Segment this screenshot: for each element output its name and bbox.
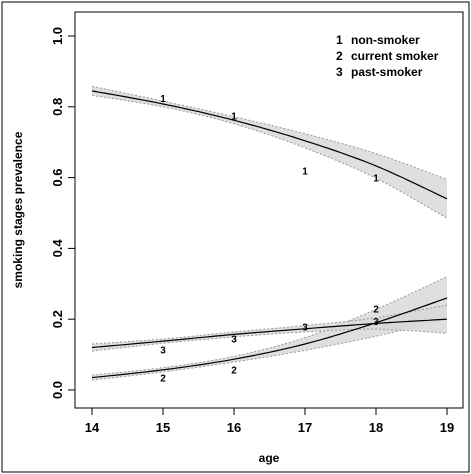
legend-label-3: past-smoker: [351, 65, 423, 79]
x-tick-label: 19: [440, 420, 454, 435]
band-lower-3: [91, 328, 448, 352]
y-tick-label: 0.8: [50, 98, 65, 116]
data-point-2: 2: [373, 305, 379, 316]
band-lower-2: [91, 318, 448, 381]
band-1: [92, 86, 447, 219]
x-tick-label: 16: [227, 420, 241, 435]
data-point-1: 1: [160, 94, 166, 105]
data-point-1: 1: [373, 174, 379, 185]
data-point-2: 2: [160, 374, 166, 385]
curve-3: [91, 318, 448, 349]
legend-label-2: current smoker: [351, 49, 439, 63]
x-tick-label: 14: [85, 420, 100, 435]
data-point-3: 3: [160, 345, 166, 356]
band-upper-1: [91, 85, 448, 180]
x-tick-label: 15: [156, 420, 170, 435]
legend-key-3: 3: [336, 65, 343, 79]
y-tick-label: 0.6: [50, 169, 65, 187]
fitted-curves: [91, 90, 448, 379]
x-tick-label: 17: [298, 420, 312, 435]
data-point-2: 2: [231, 365, 237, 376]
y-tick-label: 0.4: [50, 239, 65, 258]
data-point-1: 1: [302, 167, 308, 178]
data-point-3: 3: [373, 317, 379, 328]
legend: 1 non-smoker 2 current smoker 3 past-smoker: [336, 33, 439, 79]
data-point-1: 1: [231, 112, 237, 123]
legend-key-2: 2: [336, 49, 343, 63]
y-tick-label: 0.2: [50, 310, 65, 328]
curve-1: [91, 90, 448, 200]
x-axis-title: age: [259, 451, 280, 465]
data-point-3: 3: [231, 335, 237, 346]
y-tick-label: 1.0: [50, 27, 65, 45]
y-axis-title: smoking stages prevalence: [11, 131, 25, 288]
legend-key-1: 1: [336, 33, 343, 47]
x-axis: 14 15 16 17 18 19: [85, 407, 454, 435]
y-tick-label: 0.0: [50, 381, 65, 399]
data-point-3: 3: [302, 322, 308, 333]
curve-2: [91, 297, 448, 379]
x-tick-label: 18: [369, 420, 383, 435]
y-axis: 0.0 0.2 0.4 0.6 0.8 1.0: [50, 27, 76, 399]
legend-label-1: non-smoker: [351, 33, 420, 47]
